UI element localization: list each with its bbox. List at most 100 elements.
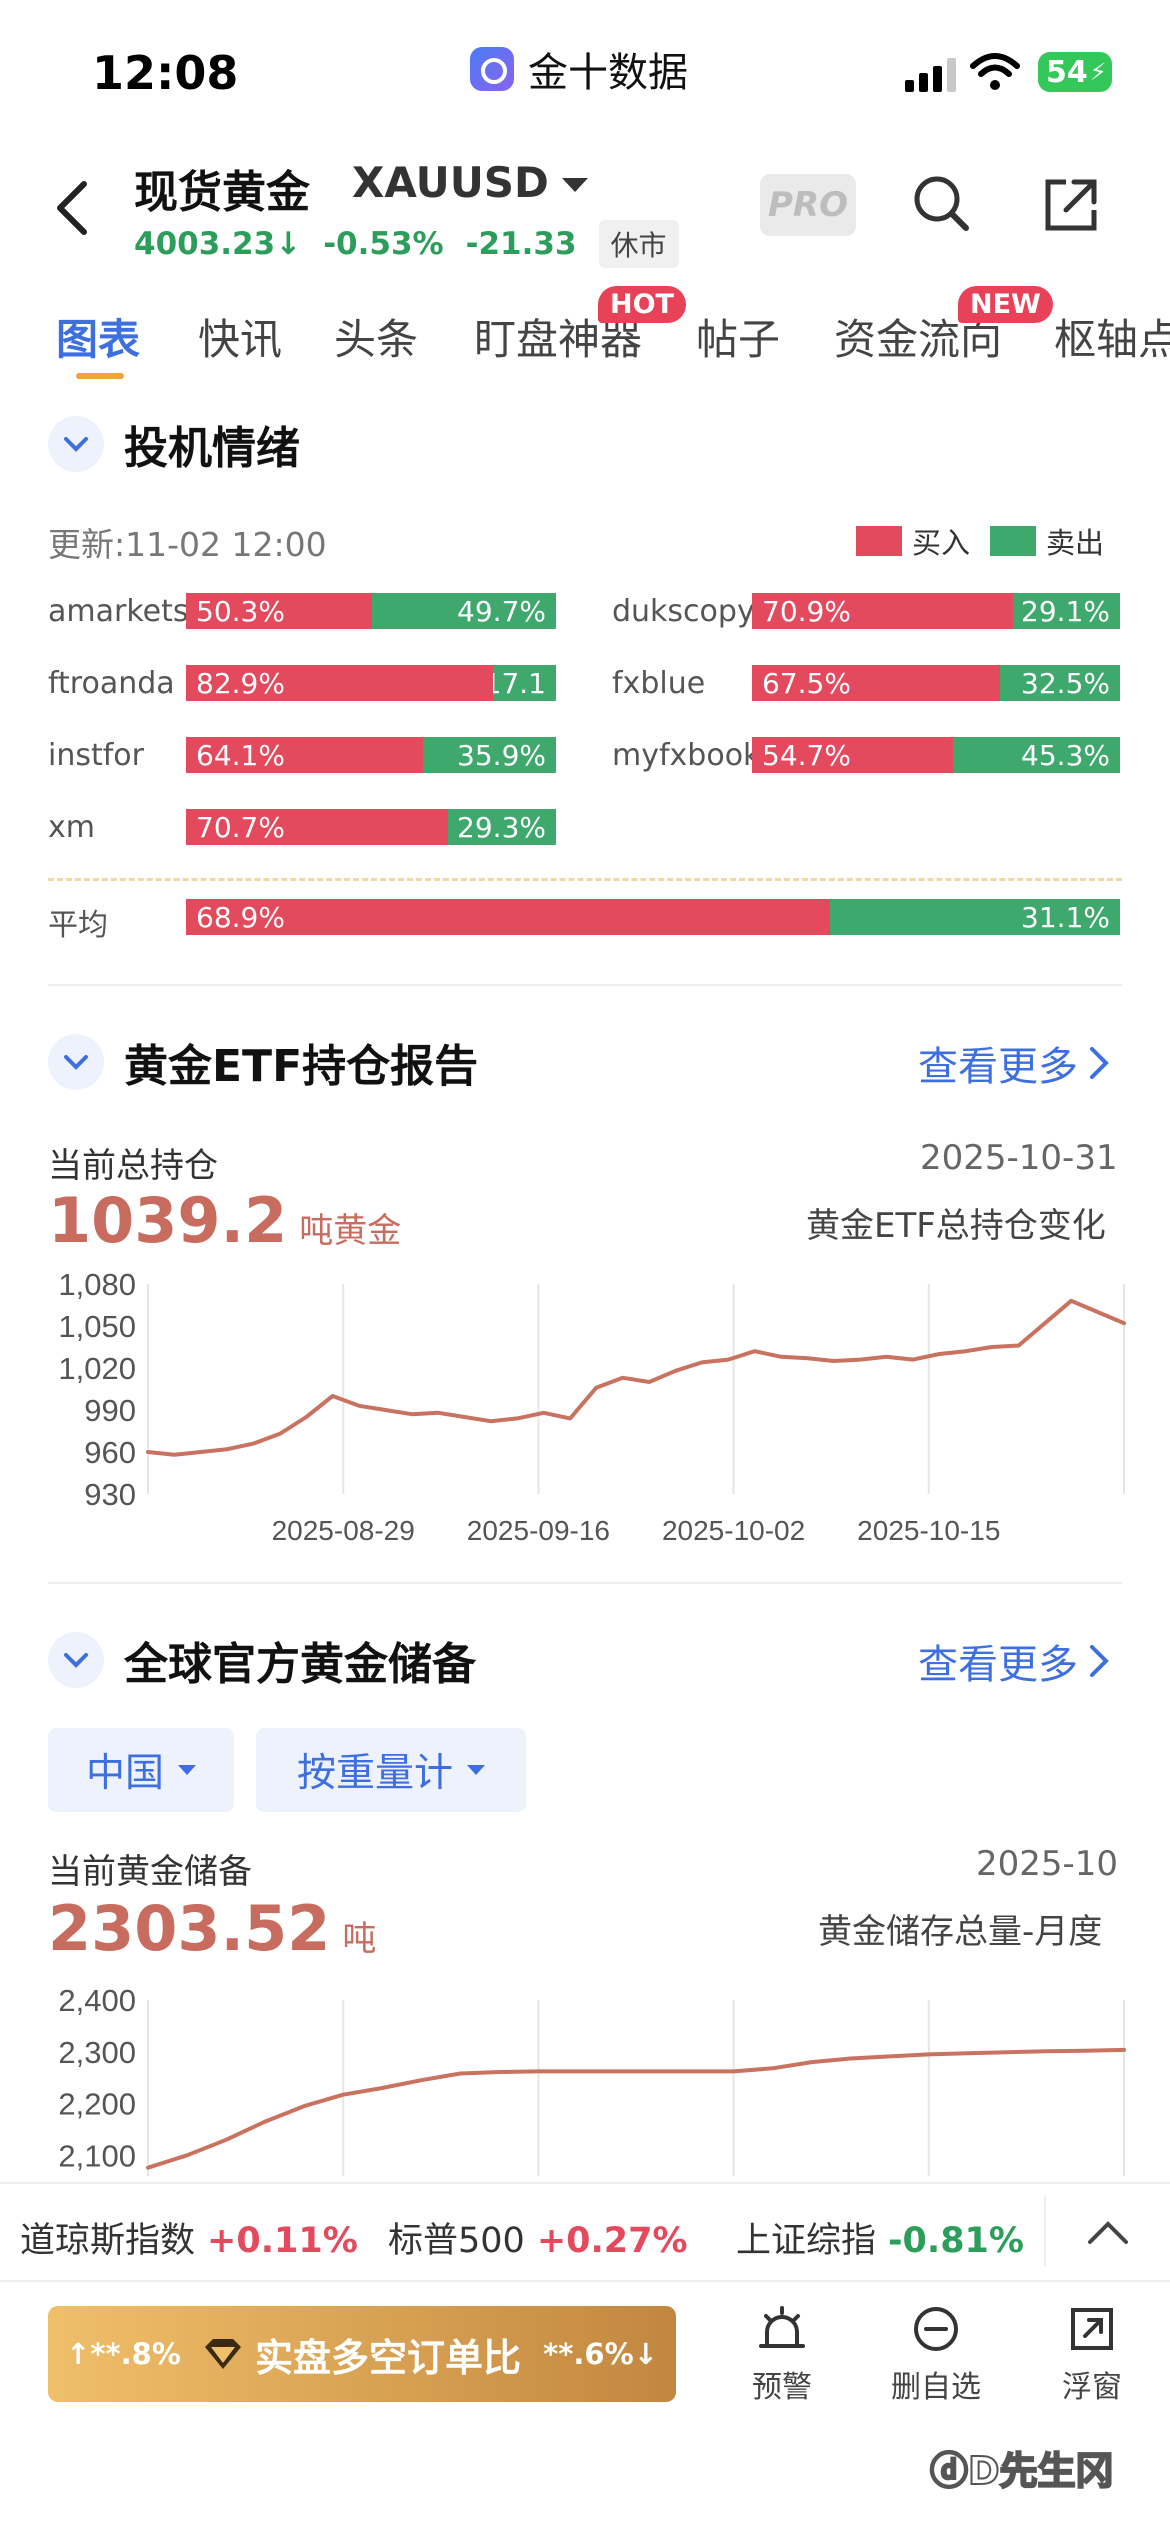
battery-level: 54 xyxy=(1046,54,1088,90)
dashed-divider xyxy=(48,878,1122,881)
broker-name: myfxbook xyxy=(612,738,761,773)
ticker-item-shanghai[interactable]: 上证综指 -0.81% xyxy=(736,2221,1024,2261)
buy-segment: 54.7% xyxy=(752,737,954,773)
ticker-separator xyxy=(1044,2196,1046,2266)
sell-segment: 45.3% xyxy=(953,737,1120,773)
section-divider xyxy=(48,984,1122,986)
search-icon[interactable] xyxy=(910,172,972,234)
broker-name: fxblue xyxy=(612,666,706,701)
y-tick-label: 990 xyxy=(84,1393,136,1428)
tab-chart[interactable]: 图表 xyxy=(56,315,141,364)
reserves-view-more-link[interactable]: 查看更多 xyxy=(918,1632,1110,1690)
status-app-indicator: 金十数据 xyxy=(470,40,688,98)
market-status-badge: 休市 xyxy=(598,220,679,268)
ratio-label: 实盘多空订单比 xyxy=(203,2327,521,2382)
etf-heading[interactable]: 黄金ETF持仓报告 xyxy=(48,1030,478,1094)
new-badge: NEW xyxy=(958,286,1053,323)
tab-posts[interactable]: 帖子 xyxy=(696,315,781,364)
y-tick-label: 1,050 xyxy=(58,1309,136,1344)
market-ticker-bar: 道琼斯指数 +0.11% 标普500 +0.27% 上证综指 -0.81% xyxy=(0,2182,1170,2282)
sentiment-bar: 50.3% 49.7% xyxy=(186,593,556,629)
sentiment-legend: 买入 卖出 xyxy=(856,520,1104,562)
price-value: 4003.23↓ xyxy=(134,226,302,262)
section-title: 投机情绪 xyxy=(124,423,300,474)
broker-name: dukscopy xyxy=(612,594,755,629)
y-tick-label: 1,080 xyxy=(58,1267,136,1302)
alert-button[interactable]: 预警 xyxy=(722,2304,842,2406)
price-quote: 4003.23↓ -0.53% -21.33 休市 xyxy=(134,220,679,268)
tab-pivot-points[interactable]: 枢轴点 xyxy=(1054,315,1170,364)
sentiment-bar: 67.5% 32.5% xyxy=(752,665,1120,701)
y-tick-label: 960 xyxy=(84,1435,136,1470)
reserves-line-chart: 2,400 2,300 2,200 2,100 xyxy=(58,1983,1126,2176)
pro-button[interactable]: PRO xyxy=(760,174,856,236)
sell-segment: 49.7% xyxy=(372,593,556,629)
average-label: 平均 xyxy=(48,908,108,943)
section-title: 黄金ETF持仓报告 xyxy=(124,1041,479,1092)
sell-segment: 35.9% xyxy=(423,737,556,773)
y-tick-label: 930 xyxy=(84,1477,136,1512)
hot-badge: HOT xyxy=(598,286,686,323)
status-app-name: 金十数据 xyxy=(528,50,688,96)
tab-flash[interactable]: 快讯 xyxy=(198,315,283,364)
sentiment-bar: 54.7% 45.3% xyxy=(752,737,1120,773)
back-arrow-icon[interactable] xyxy=(50,178,94,238)
sell-segment: 29.3% xyxy=(447,809,556,845)
etf-view-more-link[interactable]: 查看更多 xyxy=(918,1034,1110,1092)
alarm-icon xyxy=(759,2306,805,2348)
ticker-item-sp500[interactable]: 标普500 +0.27% xyxy=(388,2221,688,2261)
broker-name: ftroanda xyxy=(48,666,175,701)
tab-headlines[interactable]: 头条 xyxy=(334,315,419,364)
sell-swatch xyxy=(990,526,1037,556)
reserves-unit: 吨 xyxy=(342,1919,377,1959)
y-tick-label: 2,400 xyxy=(58,1983,136,2018)
symbol-selector[interactable]: XAUUSD xyxy=(352,158,549,207)
etf-unit: 吨黄金 xyxy=(299,1211,402,1251)
tab-monitor[interactable]: 盯盘神器 xyxy=(474,315,643,364)
collapse-chevron-icon[interactable] xyxy=(48,1632,104,1688)
collapse-chevron-icon[interactable] xyxy=(48,416,104,472)
chevron-down-icon[interactable] xyxy=(562,178,588,192)
x-tick-label: 2025-10-15 xyxy=(857,1515,1000,1546)
float-window-button[interactable]: 浮窗 xyxy=(1032,2304,1152,2406)
buy-segment: 68.9% xyxy=(186,899,830,935)
buy-segment: 70.9% xyxy=(752,593,1013,629)
y-tick-label: 1,020 xyxy=(58,1351,136,1386)
down-arrow-icon: ↓ xyxy=(633,2337,658,2371)
change-percent: -0.53% xyxy=(323,226,444,262)
collapse-chevron-icon[interactable] xyxy=(48,1034,104,1090)
short-ratio: **.6%↓ xyxy=(543,2337,658,2371)
change-absolute: -21.33 xyxy=(465,226,577,262)
reserves-current-label: 当前黄金储备 xyxy=(48,1852,252,1892)
tab-fund-flow[interactable]: 资金流向 xyxy=(834,315,1003,364)
reserves-heading[interactable]: 全球官方黄金储备 xyxy=(48,1628,476,1692)
remove-watchlist-button[interactable]: 删自选 xyxy=(876,2304,996,2406)
sentiment-bar: 64.1% 35.9% xyxy=(186,737,556,773)
share-icon[interactable] xyxy=(1040,174,1102,236)
etf-value: 1039.2 xyxy=(48,1184,288,1257)
legend-sell: 卖出 xyxy=(1046,526,1105,560)
watermark-text: ⓓD先生冈 xyxy=(929,2448,1115,2494)
chevron-down-icon xyxy=(467,1765,485,1775)
weibo-icon: ⓓ xyxy=(929,2448,969,2494)
tab-bar: 图表 快讯 头条 盯盘神器 帖子 资金流向 枢轴点 xyxy=(0,300,1170,380)
chevron-right-icon xyxy=(1090,1047,1109,1079)
battery-indicator: 54 ⚡ xyxy=(1038,52,1112,92)
buy-segment: 50.3% xyxy=(186,593,373,629)
long-short-ratio-button[interactable]: ↑**.8% 实盘多空订单比 **.6%↓ xyxy=(48,2306,676,2402)
y-tick-label: 2,300 xyxy=(58,2035,136,2070)
ticker-item-dow[interactable]: 道琼斯指数 +0.11% xyxy=(20,2221,358,2261)
active-tab-indicator xyxy=(76,373,124,379)
instrument-title: 现货黄金 xyxy=(134,167,310,218)
chevron-up-icon[interactable] xyxy=(1086,2210,1130,2254)
series-line xyxy=(146,2047,1126,2170)
metric-dropdown[interactable]: 按重量计 xyxy=(256,1728,526,1812)
sell-segment: 17.1 xyxy=(492,665,556,701)
sentiment-heading[interactable]: 投机情绪 xyxy=(48,412,300,476)
broker-name: xm xyxy=(48,810,95,845)
country-dropdown[interactable]: 中国 xyxy=(48,1728,234,1812)
buy-segment: 67.5% xyxy=(752,665,1001,701)
sentiment-bar: 70.9% 29.1% xyxy=(752,593,1120,629)
down-arrow-icon: ↓ xyxy=(275,226,302,262)
etf-current-label: 当前总持仓 xyxy=(48,1146,218,1186)
